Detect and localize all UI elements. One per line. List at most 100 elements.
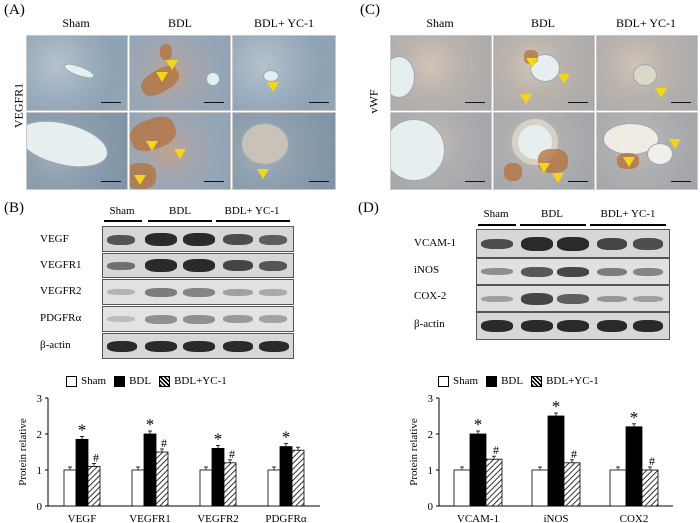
micrograph-vegfr1-bdl-high: [129, 112, 231, 190]
x-tick-label-vegfr2: VEGFR2: [197, 513, 239, 523]
legend-label-bdl: BDL: [129, 375, 152, 387]
significance-star: *: [552, 397, 561, 416]
x-tick-label-vegf: VEGF: [68, 513, 97, 523]
bar-inos-bdl: [547, 415, 565, 507]
panel-c-col-bdl-yc1: BDL+ YC-1: [616, 16, 676, 30]
micrograph-vegfr1-yc1-high: [232, 112, 336, 190]
bar-vegfr2-sham: [199, 469, 213, 507]
significance-star: *: [282, 428, 291, 447]
panel-d-row-vcam1: VCAM-1: [414, 237, 457, 249]
panel-d-lane-sham: Sham: [483, 208, 509, 220]
significance-star: *: [630, 408, 639, 427]
panel-d-row-inos: iNOS: [414, 264, 440, 276]
blot-strip-pdgfra: [102, 306, 294, 332]
significance-hash: #: [571, 447, 577, 461]
lane-divider: [216, 220, 290, 222]
arrowhead-icon: [267, 82, 279, 92]
bar-vcam-1-bdl-yc-1: [485, 458, 503, 507]
significance-hash: #: [493, 443, 499, 457]
y-tick-label: 0: [428, 501, 434, 513]
y-tick-label: 1: [428, 465, 434, 477]
micrograph-vwf-yc1-low: [596, 35, 698, 111]
significance-hash: #: [229, 447, 235, 461]
x-tick-label-cox2: COX2: [620, 513, 649, 523]
arrowhead-icon: [623, 157, 635, 167]
bar-vcam-1-bdl: [469, 433, 487, 507]
legend-swatch-bdl: [114, 375, 126, 387]
arrowhead-icon: [538, 163, 550, 173]
significance-hash: #: [161, 436, 167, 450]
panel-c-col-sham: Sham: [426, 16, 454, 30]
y-tick-label: 3: [428, 393, 434, 405]
bar-cox2-bdl: [625, 426, 643, 507]
significance-hash: #: [649, 454, 655, 468]
legend-swatch-bdl: [486, 375, 498, 387]
panel-b-label: (B): [4, 200, 24, 216]
micrograph-vegfr1-bdl-low: [129, 35, 231, 111]
arrowhead-icon: [134, 175, 146, 185]
panel-b-row-vegfr1: VEGFR1: [40, 259, 82, 271]
bar-pdgfr-bdl-yc-1: [291, 449, 305, 507]
significance-star: *: [474, 415, 483, 434]
significance-star: *: [146, 415, 155, 434]
y-axis-label: Protein relative: [408, 418, 420, 486]
panel-b-lane-sham: Sham: [109, 205, 135, 217]
panel-d-label: (D): [358, 200, 379, 216]
blot-strip-cox2: [476, 285, 670, 312]
y-tick-label: 0: [37, 501, 43, 513]
arrowhead-icon: [174, 149, 186, 159]
legend-swatch-sham: [438, 375, 449, 387]
x-tick-label-pdgfr: PDGFRα: [265, 513, 306, 523]
y-tick-label: 1: [37, 465, 43, 477]
chart-b-legend: Sham BDL BDL+YC-1: [66, 375, 227, 387]
panel-b-row-vegf: VEGF: [40, 233, 69, 245]
panel-c-row-label: vWF: [366, 89, 381, 114]
legend-label-yc1: BDL+YC-1: [174, 375, 227, 387]
lane-divider: [590, 224, 666, 226]
bar-vegf-bdl-yc-1: [87, 466, 101, 507]
arrowhead-icon: [526, 58, 538, 68]
chart-d-legend: Sham BDL BDL+YC-1: [438, 375, 599, 387]
y-axis-label: Protein relative: [17, 418, 29, 486]
x-tick-label-vcam-1: VCAM-1: [457, 513, 499, 523]
panel-c-col-bdl: BDL: [531, 16, 555, 30]
significance-star: *: [214, 429, 223, 448]
blot-strip-vegfr1: [102, 253, 294, 278]
bar-pdgfr-sham: [267, 469, 281, 507]
blot-strip-vcam1: [476, 229, 670, 258]
bar-vegf-sham: [63, 469, 77, 507]
arrowhead-icon: [146, 141, 158, 151]
bar-vegfr2-bdl-yc-1: [223, 462, 237, 507]
bar-vcam-1-sham: [453, 469, 471, 507]
bar-vegfr1-bdl: [143, 433, 157, 507]
arrowhead-icon: [669, 139, 681, 149]
y-tick-label: 2: [37, 429, 43, 441]
bar-vegf-bdl: [75, 439, 89, 507]
legend-swatch-yc1: [159, 375, 171, 387]
lane-divider: [478, 224, 516, 226]
significance-hash: #: [93, 450, 99, 464]
panel-a-col-bdl-yc1: BDL+ YC-1: [254, 16, 314, 30]
bar-vegfr2-bdl: [211, 448, 225, 507]
x-tick-label-inos: iNOS: [543, 513, 568, 523]
arrowhead-icon: [257, 169, 269, 179]
bar-pdgfr-bdl: [279, 446, 293, 507]
legend-label-sham: Sham: [453, 375, 479, 387]
legend-label-yc1: BDL+YC-1: [546, 375, 599, 387]
bar-inos-bdl-yc-1: [563, 462, 581, 507]
micrograph-vwf-sham-low: [390, 35, 492, 111]
panel-b-row-beta-actin: β-actin: [40, 339, 71, 351]
bar-cox2-bdl-yc-1: [641, 469, 659, 507]
panel-b-lane-bdl-yc1: BDL+ YC-1: [224, 205, 280, 217]
arrowhead-icon: [520, 94, 532, 104]
micrograph-vwf-bdl-high: [493, 112, 595, 190]
panel-a-col-bdl: BDL: [168, 16, 192, 30]
panel-d-row-cox2: COX-2: [414, 290, 447, 302]
panel-b-row-vegfr2: VEGFR2: [40, 285, 82, 297]
micrograph-vwf-yc1-high: [596, 112, 698, 190]
panel-d-lane-bdl: BDL: [541, 208, 563, 220]
legend-label-sham: Sham: [81, 375, 107, 387]
bar-vegfr1-sham: [131, 469, 145, 507]
blot-strip-vegf: [102, 226, 294, 252]
micrograph-vwf-bdl-low: [493, 35, 595, 111]
